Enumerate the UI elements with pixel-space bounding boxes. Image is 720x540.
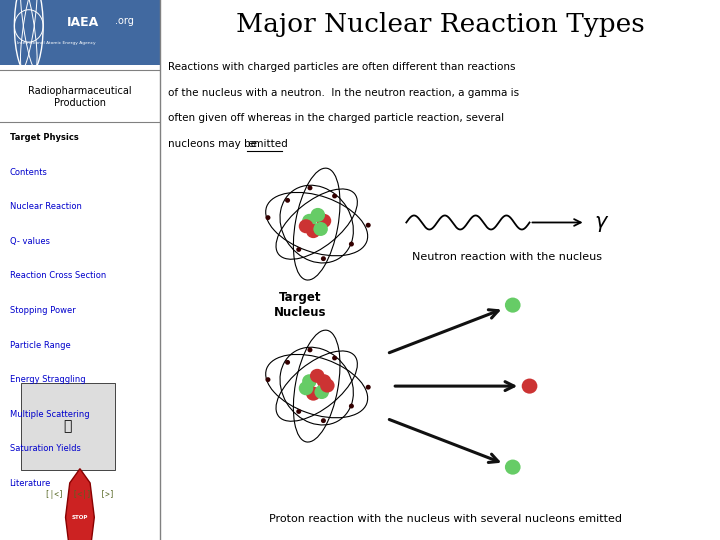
Circle shape [299, 381, 313, 395]
Circle shape [306, 387, 320, 401]
Text: [|<]  [<|]  [>]: [|<] [<|] [>] [45, 490, 114, 498]
Text: often given off whereas in the charged particle reaction, several: often given off whereas in the charged p… [168, 113, 505, 123]
Circle shape [332, 355, 337, 361]
Circle shape [366, 384, 371, 390]
Circle shape [266, 215, 271, 220]
Circle shape [296, 247, 301, 252]
Circle shape [505, 298, 521, 313]
Circle shape [317, 214, 331, 228]
Circle shape [320, 379, 335, 393]
Text: Proton reaction with the nucleus with several nucleons emitted: Proton reaction with the nucleus with se… [269, 515, 622, 524]
Circle shape [315, 385, 329, 399]
Circle shape [310, 369, 325, 383]
Text: 📖: 📖 [63, 420, 71, 434]
Circle shape [349, 404, 354, 409]
Circle shape [299, 219, 313, 233]
Text: Major Nuclear Reaction Types: Major Nuclear Reaction Types [235, 12, 644, 37]
Circle shape [321, 256, 326, 261]
Text: Multiple Scattering: Multiple Scattering [9, 410, 89, 418]
Circle shape [302, 214, 317, 228]
Text: Reaction Cross Section: Reaction Cross Section [9, 272, 106, 280]
FancyBboxPatch shape [21, 383, 115, 470]
Circle shape [302, 374, 317, 388]
Text: Particle Range: Particle Range [9, 341, 71, 349]
Text: Neutron reaction with the nucleus: Neutron reaction with the nucleus [412, 252, 602, 261]
Circle shape [349, 242, 354, 246]
Text: Radiopharmaceutical
Production: Radiopharmaceutical Production [28, 86, 132, 108]
Text: Q- values: Q- values [9, 237, 50, 246]
Text: nucleons may be: nucleons may be [168, 139, 261, 148]
Text: Contents: Contents [9, 168, 48, 177]
Text: Saturation Yields: Saturation Yields [9, 444, 81, 453]
Text: of the nucleus with a neutron.  In the neutron reaction, a gamma is: of the nucleus with a neutron. In the ne… [168, 88, 519, 98]
Circle shape [317, 374, 331, 388]
Text: emitted: emitted [247, 139, 288, 148]
Text: γ: γ [594, 212, 606, 233]
Circle shape [310, 208, 325, 222]
Text: Target
Nucleus: Target Nucleus [274, 291, 326, 319]
Circle shape [522, 379, 537, 394]
Circle shape [285, 198, 290, 202]
Text: .org: .org [115, 16, 134, 26]
Text: Nuclear Reaction: Nuclear Reaction [9, 202, 81, 211]
Circle shape [313, 222, 328, 236]
Circle shape [266, 377, 271, 382]
FancyBboxPatch shape [0, 0, 160, 65]
Text: Literature: Literature [9, 479, 51, 488]
Text: Stopping Power: Stopping Power [9, 306, 76, 315]
Circle shape [307, 348, 312, 353]
Text: Reactions with charged particles are often different than reactions: Reactions with charged particles are oft… [168, 63, 516, 72]
Circle shape [332, 194, 337, 199]
Text: Target Physics: Target Physics [9, 133, 78, 142]
Text: Energy Straggling: Energy Straggling [9, 375, 85, 384]
Circle shape [296, 409, 301, 414]
Text: International Atomic Energy Agency: International Atomic Energy Agency [17, 40, 95, 45]
Circle shape [366, 222, 371, 228]
Text: IAEA: IAEA [67, 16, 99, 29]
Circle shape [306, 224, 320, 238]
Circle shape [307, 186, 312, 191]
Circle shape [285, 360, 290, 365]
Text: STOP: STOP [72, 515, 88, 520]
Circle shape [505, 460, 521, 475]
Circle shape [321, 418, 326, 423]
